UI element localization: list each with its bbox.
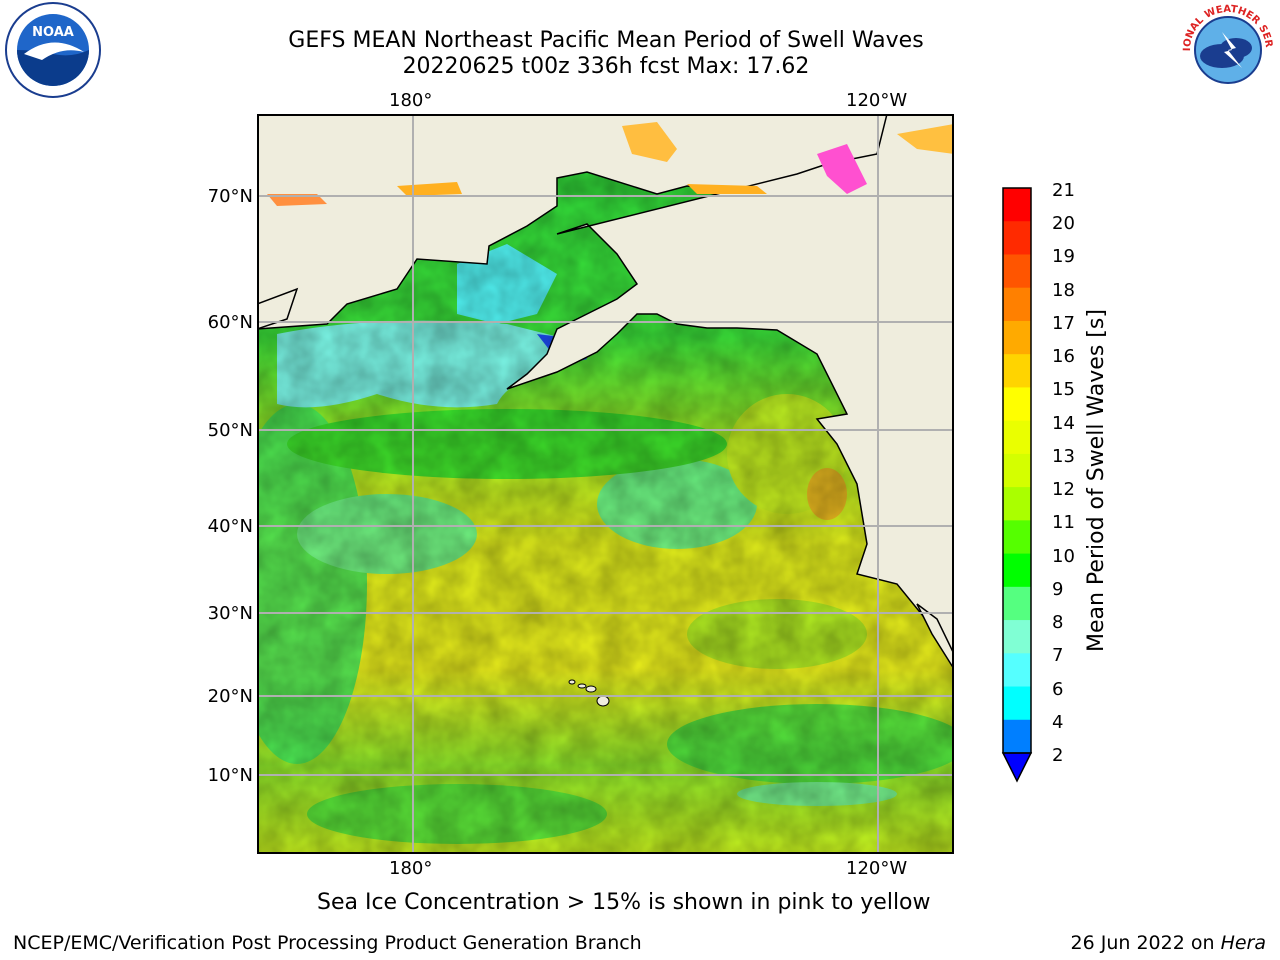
lat-label-30n: 30°N	[207, 603, 253, 624]
colorbar-tick-label: 2	[1052, 745, 1064, 766]
colorbar-swatch	[1003, 354, 1031, 388]
colorbar-swatch	[1003, 254, 1031, 289]
colorbar-tick-label: 18	[1052, 279, 1075, 301]
colorbar-swatch	[1003, 620, 1031, 654]
sea-ice-note: Sea Ice Concentration > 15% is shown in …	[317, 890, 931, 915]
noaa-logo: NOAA	[2, 2, 104, 98]
colorbar-tick-label: 13	[1052, 445, 1075, 467]
colorbar-tick-label: 6	[1052, 678, 1064, 700]
lon-label-top-180: 180°	[389, 90, 433, 111]
swell-period-map	[227, 113, 967, 854]
lon-label-bottom-120w: 120°W	[846, 858, 908, 879]
graticule	[257, 114, 954, 854]
footer-date: 26 Jun 2022 on Hera	[1071, 932, 1266, 954]
colorbar-swatch	[1003, 719, 1031, 754]
lat-label-40n: 40°N	[207, 516, 253, 537]
footer-branch: NCEP/EMC/Verification Post Processing Pr…	[13, 932, 642, 954]
lat-label-60n: 60°N	[207, 312, 253, 333]
map-title: GEFS MEAN Northeast Pacific Mean Period …	[288, 28, 924, 53]
colorbar-tick-label: 10	[1052, 545, 1075, 567]
colorbar-tick-label: 17	[1052, 312, 1075, 334]
footer-date-text: 26 Jun 2022 on	[1070, 932, 1221, 954]
colorbar-tick-label: 11	[1052, 512, 1075, 534]
map-panel	[227, 113, 967, 854]
colorbar-swatch	[1003, 287, 1031, 322]
colorbar-tick-label: 9	[1052, 578, 1064, 600]
footer-host: Hera	[1220, 932, 1266, 954]
colorbar-label: Mean Period of Swell Waves [s]	[1084, 309, 1109, 652]
colorbar-tick-label: 14	[1052, 412, 1075, 434]
colorbar-swatch	[1003, 387, 1031, 422]
lat-label-10n: 10°N	[207, 765, 253, 786]
colorbar-tick-label: 12	[1052, 479, 1075, 501]
colorbar-swatch	[1003, 586, 1031, 621]
colorbar-tick-label: 7	[1052, 645, 1064, 667]
map-subtitle: 20220625 t00z 336h fcst Max: 17.62	[402, 54, 810, 79]
colorbar-swatch	[1003, 320, 1031, 355]
colorbar-tick-label: 8	[1052, 612, 1064, 634]
lat-label-50n: 50°N	[207, 420, 253, 441]
colorbar-swatch	[1003, 653, 1031, 688]
colorbar-swatch	[1003, 453, 1031, 488]
colorbar-tick-label: 4	[1052, 711, 1064, 733]
svg-text:NOAA: NOAA	[32, 25, 74, 40]
colorbar-ticks: 21 20 19 18 17 16 15 14 13 12 11 10 9 8 7 6 4 2	[1052, 180, 1092, 780]
colorbar-swatch	[1003, 188, 1031, 222]
lon-label-top-120w: 120°W	[846, 90, 908, 111]
lon-label-bottom-180: 180°	[389, 858, 433, 879]
colorbar-tick-label: 20	[1052, 213, 1075, 235]
nws-logo: NATIONAL WEATHER SERVICE	[1174, 0, 1278, 98]
colorbar-swatch	[1003, 686, 1031, 721]
hawaii-islands	[568, 679, 610, 707]
colorbar-tick-label: 19	[1052, 246, 1075, 268]
colorbar-swatch	[1003, 420, 1031, 455]
colorbar-swatch	[1003, 221, 1031, 255]
colorbar-arrow	[1001, 752, 1033, 783]
lat-label-70n: 70°N	[207, 186, 253, 207]
colorbar-tick-label: 15	[1052, 379, 1075, 401]
colorbar-swatch	[1003, 487, 1031, 521]
colorbar	[1000, 186, 1040, 786]
colorbar-swatch	[1003, 520, 1031, 555]
colorbar-swatch	[1003, 553, 1031, 588]
sea-ice	[267, 122, 954, 206]
colorbar-swatches	[1001, 187, 1033, 783]
lat-label-20n: 20°N	[207, 686, 253, 707]
colorbar-tick-label: 21	[1052, 180, 1075, 201]
colorbar-tick-label: 16	[1052, 346, 1075, 368]
